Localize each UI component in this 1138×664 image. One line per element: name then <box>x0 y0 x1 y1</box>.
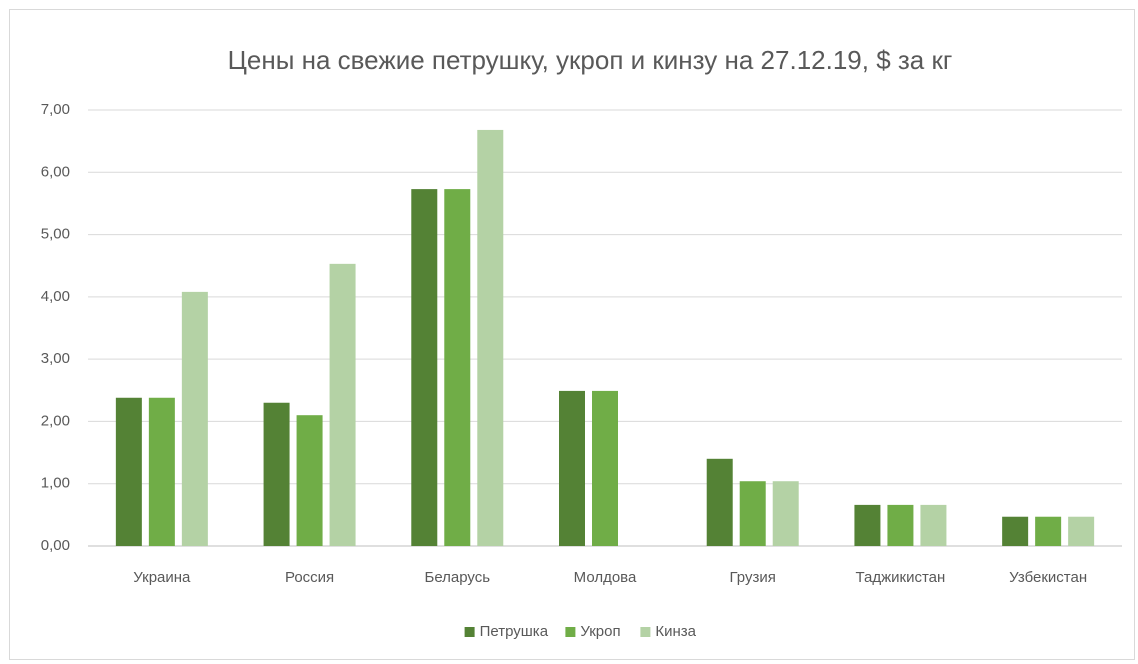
y-tick-label: 4,00 <box>41 288 70 305</box>
bar <box>854 504 881 546</box>
bar <box>477 129 504 546</box>
bar <box>329 263 356 546</box>
y-tick-label: 1,00 <box>41 475 70 492</box>
bar <box>296 415 323 546</box>
x-tick-label: Беларусь <box>424 569 490 586</box>
legend-swatch <box>565 627 576 637</box>
bar <box>1002 516 1029 546</box>
x-tick-label: Украина <box>133 569 191 586</box>
x-tick-label: Грузия <box>730 569 776 586</box>
legend-label: Петрушка <box>480 623 549 640</box>
y-tick-label: 3,00 <box>41 350 70 367</box>
x-tick-label: Молдова <box>574 569 637 586</box>
bar <box>263 402 290 546</box>
bar <box>1035 516 1062 546</box>
legend-label: Кинза <box>655 623 696 640</box>
bar <box>706 458 733 546</box>
x-tick-label: Узбекистан <box>1009 569 1087 586</box>
bar <box>772 481 799 546</box>
bar <box>1068 516 1095 546</box>
x-tick-label: Россия <box>285 569 334 586</box>
bar <box>181 291 208 546</box>
legend-label: Укроп <box>580 623 620 640</box>
y-tick-label: 0,00 <box>41 537 70 554</box>
legend-swatch <box>464 627 475 637</box>
y-tick-label: 6,00 <box>41 163 70 180</box>
bar <box>887 504 914 546</box>
y-tick-label: 5,00 <box>41 226 70 243</box>
bar <box>920 504 947 546</box>
chart-title: Цены на свежие петрушку, укроп и кинзу н… <box>228 45 953 75</box>
y-tick-label: 2,00 <box>41 412 70 429</box>
bar <box>592 390 618 546</box>
chart-border <box>9 9 1135 660</box>
y-tick-label: 7,00 <box>41 101 70 118</box>
bar <box>411 189 438 547</box>
bar <box>559 390 585 546</box>
legend-swatch <box>640 627 651 637</box>
bar <box>739 481 766 546</box>
bar <box>148 397 175 546</box>
bar <box>444 189 471 547</box>
x-tick-label: Таджикистан <box>856 569 946 586</box>
bar <box>115 397 142 546</box>
